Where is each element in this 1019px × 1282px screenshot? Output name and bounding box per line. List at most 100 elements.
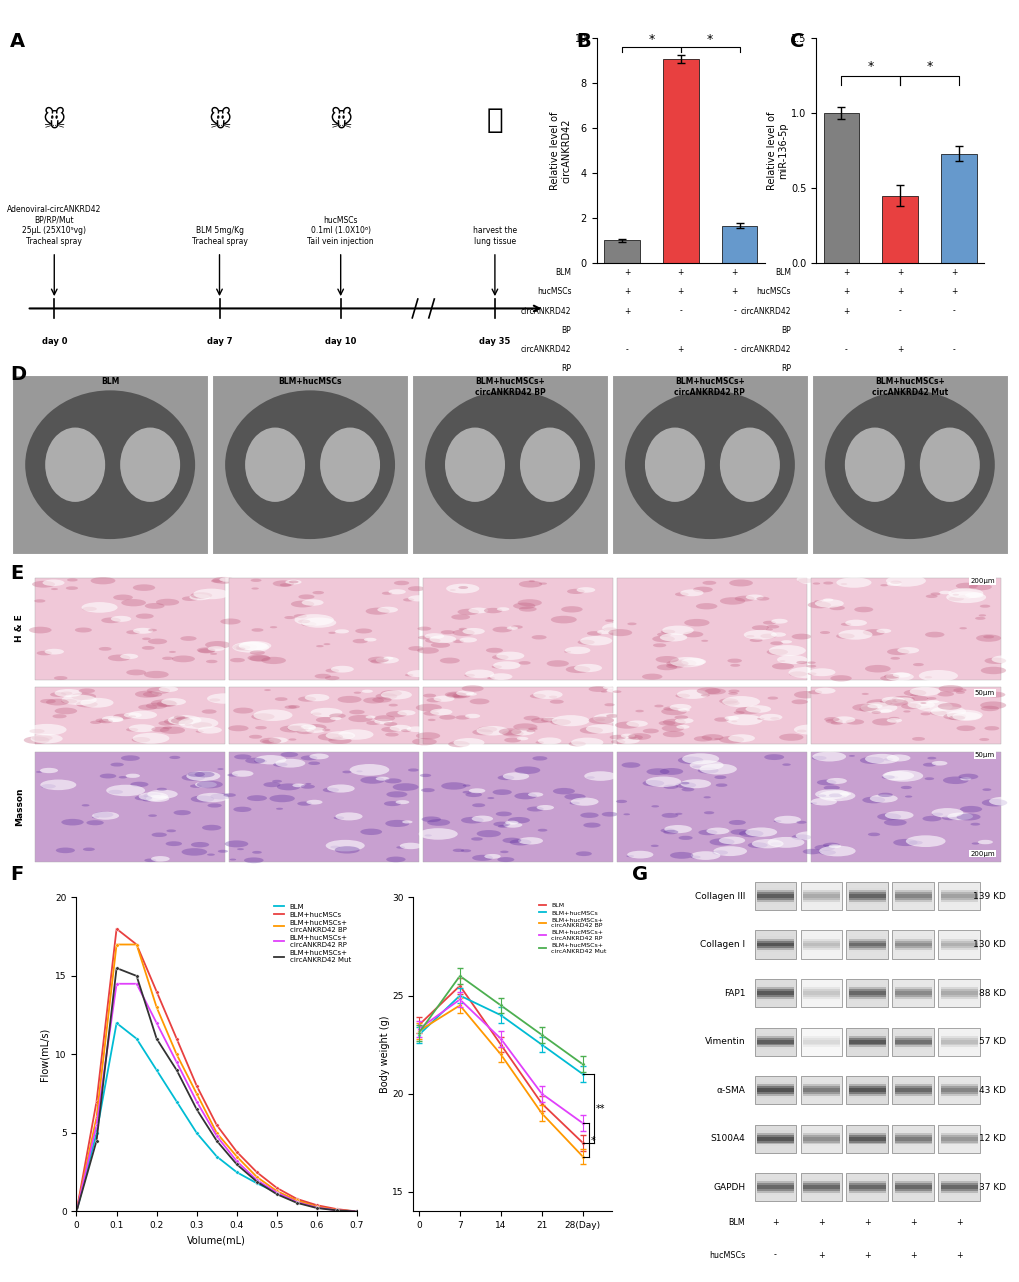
Circle shape xyxy=(796,573,834,585)
Circle shape xyxy=(162,656,173,660)
Bar xyxy=(894,1045,931,1047)
Text: +: + xyxy=(909,1218,916,1227)
Circle shape xyxy=(980,667,1005,674)
Bar xyxy=(894,940,931,942)
Bar xyxy=(756,1191,794,1194)
Text: +: + xyxy=(843,268,849,277)
Circle shape xyxy=(83,847,95,851)
Bar xyxy=(802,1037,840,1040)
Circle shape xyxy=(745,595,763,600)
Circle shape xyxy=(860,703,897,713)
Circle shape xyxy=(449,590,455,591)
FancyBboxPatch shape xyxy=(937,979,979,1008)
Circle shape xyxy=(238,642,267,650)
Bar xyxy=(940,985,977,987)
FancyBboxPatch shape xyxy=(800,1076,842,1104)
Circle shape xyxy=(484,854,500,859)
Circle shape xyxy=(476,829,500,837)
Circle shape xyxy=(948,715,964,720)
Circle shape xyxy=(762,620,775,624)
Circle shape xyxy=(927,700,938,704)
Bar xyxy=(848,899,886,901)
Circle shape xyxy=(417,627,431,631)
Circle shape xyxy=(770,632,786,637)
Circle shape xyxy=(423,712,439,715)
Circle shape xyxy=(485,647,502,653)
Bar xyxy=(848,936,886,938)
Text: -: - xyxy=(952,306,955,315)
Circle shape xyxy=(814,845,835,851)
Text: +: + xyxy=(896,268,903,277)
Circle shape xyxy=(526,729,535,732)
Circle shape xyxy=(207,694,243,704)
Circle shape xyxy=(833,717,855,723)
Bar xyxy=(894,987,931,990)
Circle shape xyxy=(327,785,355,792)
Circle shape xyxy=(206,660,217,663)
Bar xyxy=(802,1090,840,1092)
Circle shape xyxy=(233,708,253,714)
Circle shape xyxy=(773,815,800,823)
Circle shape xyxy=(453,738,484,747)
Bar xyxy=(12,376,208,554)
Circle shape xyxy=(316,645,323,647)
Bar xyxy=(412,376,607,554)
Circle shape xyxy=(418,828,458,840)
Circle shape xyxy=(888,776,898,779)
Circle shape xyxy=(285,579,302,585)
Text: harvest the
lung tissue: harvest the lung tissue xyxy=(473,226,517,246)
Bar xyxy=(756,1033,794,1036)
Circle shape xyxy=(497,858,514,862)
Bar xyxy=(894,894,931,896)
Circle shape xyxy=(444,691,465,697)
Bar xyxy=(229,751,419,863)
Bar xyxy=(756,1179,794,1182)
Circle shape xyxy=(719,597,745,605)
Bar xyxy=(802,1095,840,1097)
Circle shape xyxy=(41,779,76,790)
Circle shape xyxy=(952,712,980,720)
Circle shape xyxy=(948,596,963,601)
Circle shape xyxy=(96,718,109,723)
Circle shape xyxy=(900,786,911,790)
Bar xyxy=(848,1191,886,1194)
Circle shape xyxy=(389,724,411,731)
Circle shape xyxy=(926,697,935,700)
Circle shape xyxy=(937,685,962,692)
Bar xyxy=(894,1136,931,1138)
Circle shape xyxy=(261,656,285,664)
Circle shape xyxy=(929,710,946,715)
Circle shape xyxy=(284,615,294,619)
Circle shape xyxy=(642,728,658,733)
Bar xyxy=(848,996,886,999)
Circle shape xyxy=(453,695,460,697)
Bar xyxy=(894,1042,931,1046)
Circle shape xyxy=(983,726,999,731)
Circle shape xyxy=(416,704,441,712)
Circle shape xyxy=(566,665,590,673)
Bar xyxy=(940,1091,977,1094)
Ellipse shape xyxy=(625,391,794,540)
Circle shape xyxy=(194,588,229,599)
Circle shape xyxy=(745,705,770,713)
Bar xyxy=(848,942,886,945)
Circle shape xyxy=(472,729,492,736)
Circle shape xyxy=(386,791,407,797)
Bar xyxy=(802,890,840,892)
Circle shape xyxy=(302,618,336,628)
Circle shape xyxy=(324,676,339,681)
Circle shape xyxy=(446,692,467,699)
Circle shape xyxy=(100,773,116,778)
Circle shape xyxy=(586,776,594,778)
Text: 🐭: 🐭 xyxy=(329,109,352,131)
Circle shape xyxy=(602,627,616,632)
Circle shape xyxy=(660,629,675,633)
Circle shape xyxy=(689,760,722,770)
Circle shape xyxy=(680,779,710,788)
Bar xyxy=(848,887,886,890)
Circle shape xyxy=(465,714,480,718)
Bar xyxy=(894,1192,931,1195)
Circle shape xyxy=(365,715,375,718)
Text: *: * xyxy=(925,60,931,73)
Circle shape xyxy=(126,631,140,635)
